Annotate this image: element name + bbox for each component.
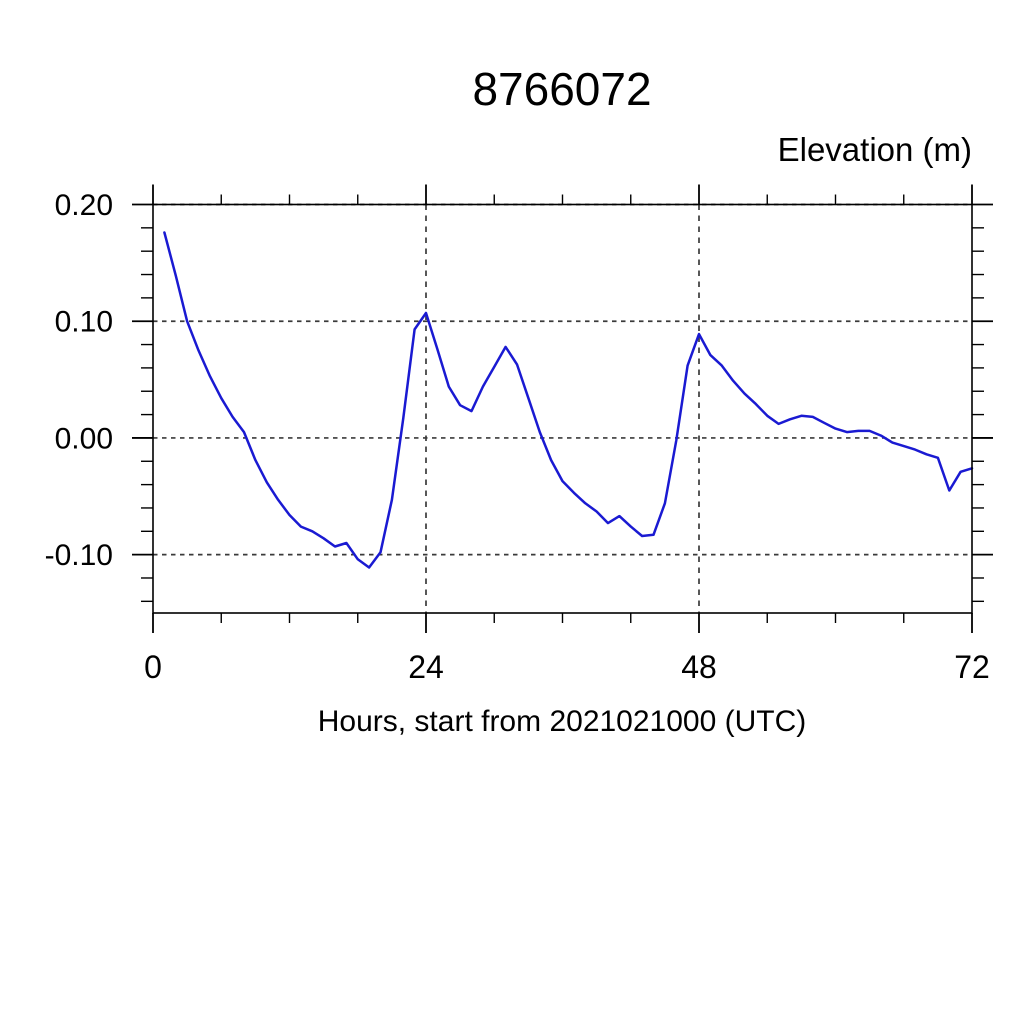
grid-layer	[153, 203, 972, 613]
y-tick-label: 0.10	[55, 306, 113, 339]
x-axis-label: Hours, start from 2021021000 (UTC)	[318, 705, 807, 738]
series-layer	[163, 231, 974, 569]
x-tick-label: 0	[144, 649, 162, 685]
tick-layer	[132, 184, 993, 633]
y-tick-label: -0.10	[45, 539, 113, 572]
y-tick-label: 0.20	[55, 189, 113, 222]
x-tick-label: 48	[681, 649, 717, 685]
tick-label-layer: 0.20 0.10 0.00 -0.10 0 24 48 72	[45, 189, 990, 685]
chart-title: 8766072	[472, 63, 651, 115]
x-tick-label: 72	[954, 649, 990, 685]
elevation-series-line	[163, 231, 974, 569]
frame-layer	[152, 203, 973, 614]
y-axis-unit-label: Elevation (m)	[778, 131, 972, 168]
plot-frame	[152, 203, 973, 614]
x-tick-label: 24	[408, 649, 444, 685]
y-tick-label: 0.00	[55, 422, 113, 455]
